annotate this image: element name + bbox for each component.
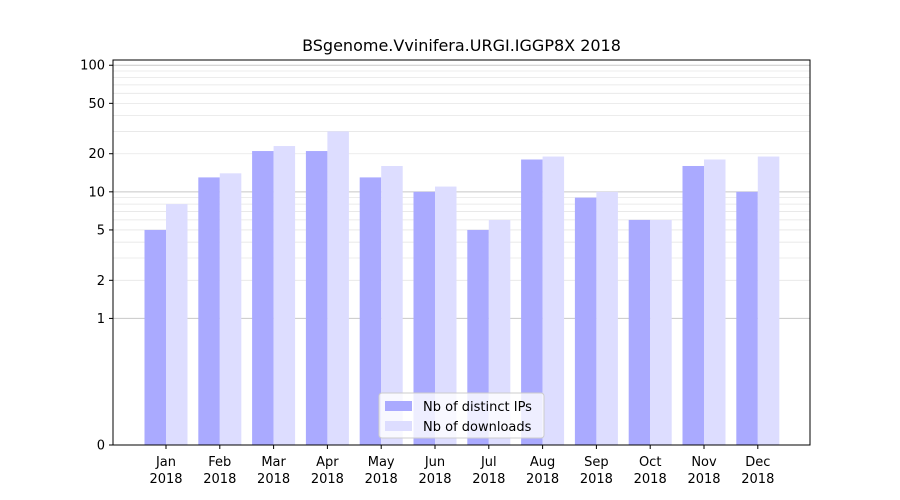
bar-distinct-ips: [413, 191, 435, 445]
bar-distinct-ips: [628, 219, 651, 445]
y-tick-label: 50: [88, 97, 105, 112]
bar-downloads: [219, 173, 242, 445]
x-tick-label-year: 2018: [418, 472, 451, 487]
y-tick-label: 20: [88, 147, 105, 162]
bar-distinct-ips: [144, 229, 166, 445]
plot-frame: [112, 59, 811, 446]
legend-label: Nb of distinct IPs: [423, 400, 532, 415]
bar-downloads: [488, 219, 511, 445]
bar-downloads: [381, 165, 403, 446]
bar-distinct-ips: [521, 159, 543, 445]
x-tick-label-month: Jan: [155, 455, 176, 470]
legend-box: [378, 392, 545, 439]
x-tick-label-year: 2018: [526, 472, 559, 487]
bar-downloads: [704, 159, 726, 445]
bar-downloads: [327, 131, 349, 445]
bar-distinct-ips: [467, 229, 489, 445]
x-tick-label-year: 2018: [472, 472, 505, 487]
x-tick-label-month: May: [368, 455, 395, 470]
x-tick-label-year: 2018: [687, 472, 720, 487]
bar-distinct-ips: [252, 151, 274, 445]
x-tick-label-month: Apr: [316, 455, 339, 470]
bar-downloads: [757, 156, 780, 446]
chart-title: BSgenome.Vvinifera.URGI.IGGP8X 2018: [302, 36, 621, 55]
x-tick-label-year: 2018: [149, 472, 182, 487]
bar-distinct-ips: [305, 151, 328, 445]
bar-distinct-ips: [574, 197, 597, 445]
y-tick-label: 1: [97, 312, 105, 327]
bar-distinct-ips: [736, 191, 758, 445]
x-axis: Jan 2018 Feb 2018 Mar 2018 Apr 2018 May 2018 Jun 20…: [149, 445, 774, 487]
x-tick-label-month: Aug: [530, 455, 555, 470]
y-tick-label: 100: [80, 59, 105, 74]
x-tick-label-year: 2018: [311, 472, 344, 487]
y-axis: 0 1 2 5 10 20 50 100: [80, 59, 113, 454]
x-tick-label-month: Nov: [691, 455, 717, 470]
x-tick-label-month: Jun: [424, 455, 445, 470]
bar-distinct-ips: [682, 165, 704, 446]
bar-distinct-ips: [198, 177, 220, 446]
bar-downloads: [273, 146, 296, 445]
x-tick-label-year: 2018: [741, 472, 774, 487]
x-tick-label-month: Dec: [745, 455, 770, 470]
x-tick-label-month: Feb: [208, 455, 231, 470]
x-tick-label-month: Jul: [480, 455, 497, 470]
x-tick-label-month: Oct: [639, 455, 661, 470]
x-tick-label-year: 2018: [634, 472, 667, 487]
legend: Nb of distinct IPs Nb of downloads: [378, 392, 545, 439]
x-tick-label-year: 2018: [580, 472, 613, 487]
y-tick-label: 2: [97, 274, 105, 289]
legend-label: Nb of downloads: [423, 420, 532, 435]
y-tick-label: 0: [97, 439, 105, 454]
x-tick-label-month: Mar: [261, 455, 286, 470]
bar-downloads: [650, 219, 672, 445]
bars-layer: [144, 131, 780, 446]
x-tick-label-year: 2018: [203, 472, 236, 487]
legend-swatch: [385, 401, 412, 411]
x-tick-label-year: 2018: [257, 472, 290, 487]
bar-downloads: [596, 191, 618, 445]
x-tick-label-month: Sep: [584, 455, 609, 470]
bar-downloads: [435, 186, 457, 446]
y-tick-label: 10: [88, 185, 105, 200]
legend-swatch: [385, 421, 412, 431]
bar-downloads: [166, 204, 188, 445]
y-tick-label: 5: [97, 223, 105, 238]
bar-downloads: [542, 156, 565, 446]
x-tick-label-year: 2018: [365, 472, 398, 487]
bar-distinct-ips: [359, 177, 382, 446]
